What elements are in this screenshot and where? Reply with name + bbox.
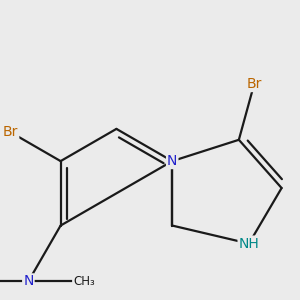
Text: Br: Br <box>247 77 262 91</box>
Text: N: N <box>23 274 34 288</box>
Text: N: N <box>167 154 177 168</box>
Text: CH₃: CH₃ <box>73 275 95 288</box>
Text: Br: Br <box>3 125 18 139</box>
Text: NH: NH <box>238 237 259 250</box>
